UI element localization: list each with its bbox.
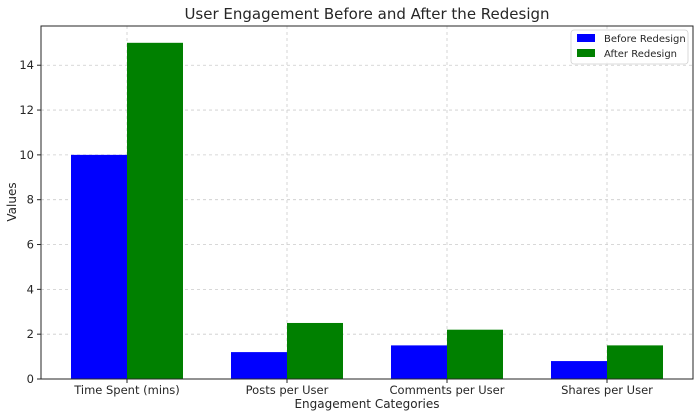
y-tick-label: 12 <box>19 103 34 117</box>
x-tick-label: Posts per User <box>246 383 329 397</box>
legend-label-before: Before Redesign <box>604 34 686 45</box>
bar-after-redesign <box>287 322 343 379</box>
y-tick-label: 14 <box>19 58 34 72</box>
bar-after-redesign <box>607 345 663 379</box>
legend-label-after: After Redesign <box>604 49 677 60</box>
y-tick-label: 6 <box>27 238 34 252</box>
bar-before-redesign <box>231 352 287 379</box>
x-axis: Time Spent (mins) Posts per User Comments … <box>73 379 653 397</box>
y-axis-label: Values <box>5 182 19 221</box>
legend-swatch-after <box>577 49 595 57</box>
y-tick-label: 2 <box>27 327 34 341</box>
bars <box>71 42 663 380</box>
bar-before-redesign <box>391 345 447 379</box>
x-tick-label: Time Spent (mins) <box>73 383 180 397</box>
legend-swatch-before <box>577 34 595 42</box>
x-tick-label: Shares per User <box>561 383 653 397</box>
y-tick-label: 8 <box>27 193 34 207</box>
y-tick-label: 10 <box>19 148 34 162</box>
chart-title: User Engagement Before and After the Red… <box>184 5 549 23</box>
bar-after-redesign <box>127 42 183 380</box>
legend: Before Redesign After Redesign <box>570 29 689 65</box>
x-axis-label: Engagement Categories <box>294 397 439 411</box>
y-tick-label: 0 <box>27 372 34 386</box>
legend-box <box>570 29 689 65</box>
x-tick-label: Comments per User <box>390 383 505 397</box>
bar-before-redesign <box>71 154 127 379</box>
y-tick-label: 4 <box>27 282 34 296</box>
y-axis: 0 2 4 6 8 10 12 14 <box>19 58 41 386</box>
plot-frame <box>40 25 694 380</box>
bar-before-redesign <box>551 361 607 379</box>
bar-after-redesign <box>447 329 503 379</box>
